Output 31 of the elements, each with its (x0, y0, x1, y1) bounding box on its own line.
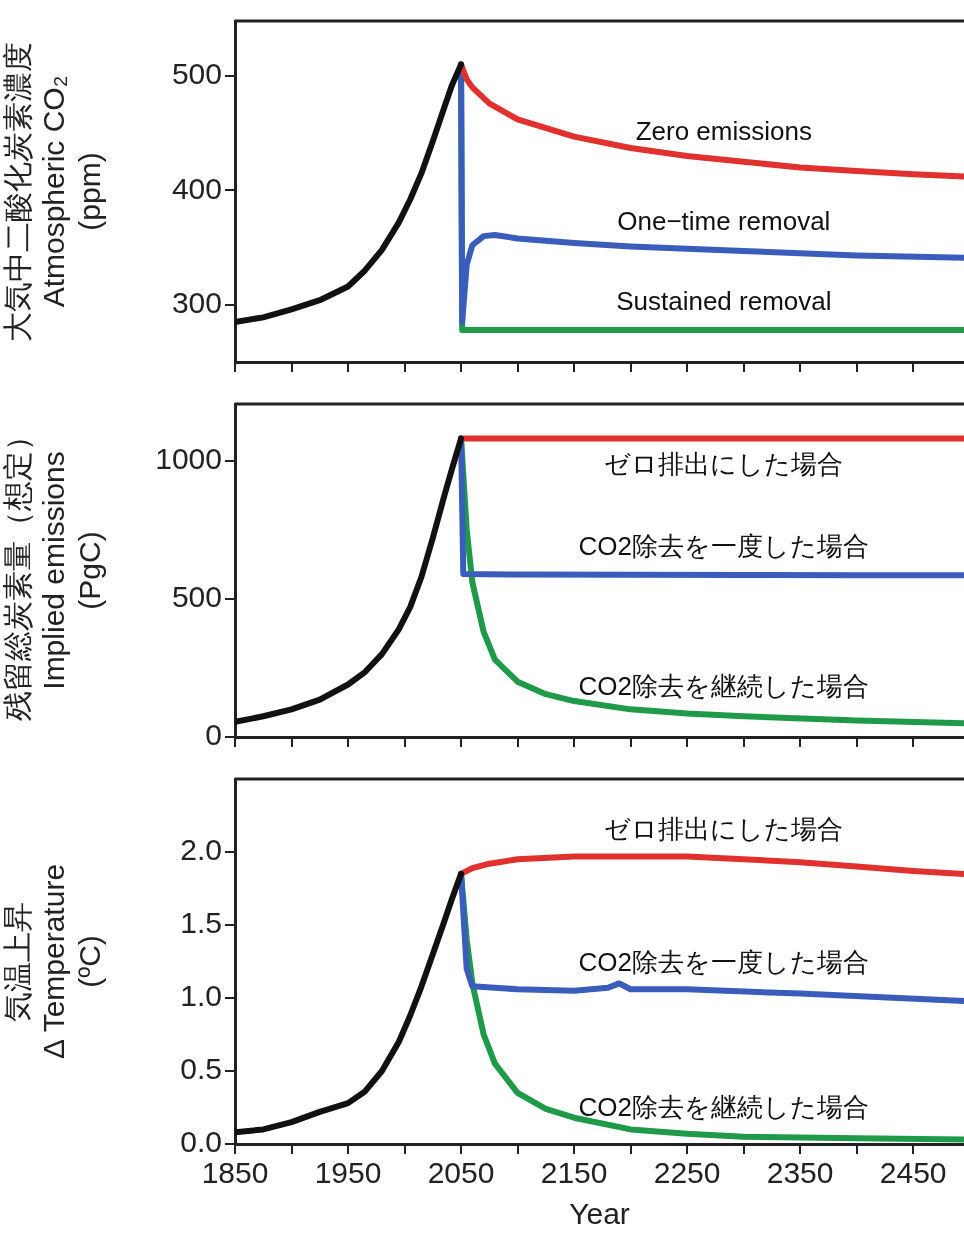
x-tick-label: 2450 (879, 1156, 947, 1190)
series-label: Sustained removal (616, 286, 832, 317)
y-axis-title: 残留総炭素量（想定） Implied emissions (PgC) (1, 420, 107, 721)
y-tick-label: 1000 (155, 441, 222, 475)
x-tick-label: 2250 (653, 1156, 721, 1190)
y-tick-label: 2.0 (180, 833, 222, 867)
x-axis-title: Year (569, 1197, 630, 1231)
x-tick-label: 1950 (314, 1156, 382, 1190)
y-tick-label: 300 (171, 286, 222, 320)
x-tick-label: 2150 (540, 1156, 608, 1190)
y-axis-title: 大気中二酸化炭素濃度 Atmospheric CO₂ (ppm) (1, 41, 107, 342)
y-tick-label: 1.5 (180, 906, 222, 940)
series-label: CO2除去を継続した場合 (578, 1091, 870, 1122)
y-axis-title: 気温上昇 Δ Temperature (ºC) (1, 863, 107, 1060)
y-tick-label: 500 (171, 580, 222, 614)
y-tick-label: 0.0 (180, 1125, 222, 1159)
x-tick-label: 2350 (766, 1156, 834, 1190)
series-label: Zero emissions (635, 115, 812, 146)
y-tick-label: 400 (171, 171, 222, 205)
series-label: ゼロ排出にした場合 (604, 448, 844, 479)
y-tick-label: 1.0 (180, 979, 222, 1013)
x-tick-label: 2050 (427, 1156, 495, 1190)
series-label: One−time removal (617, 206, 831, 237)
series-label: ゼロ排出にした場合 (604, 814, 844, 845)
y-tick-label: 500 (171, 57, 222, 91)
series-label: CO2除去を継続した場合 (578, 671, 870, 702)
series-label: CO2除去を一度した場合 (578, 531, 870, 562)
x-tick-label: 1850 (201, 1156, 269, 1190)
y-tick-label: 0 (205, 718, 222, 752)
y-tick-label: 0.5 (180, 1052, 222, 1086)
series-label: CO2除去を一度した場合 (578, 946, 870, 977)
